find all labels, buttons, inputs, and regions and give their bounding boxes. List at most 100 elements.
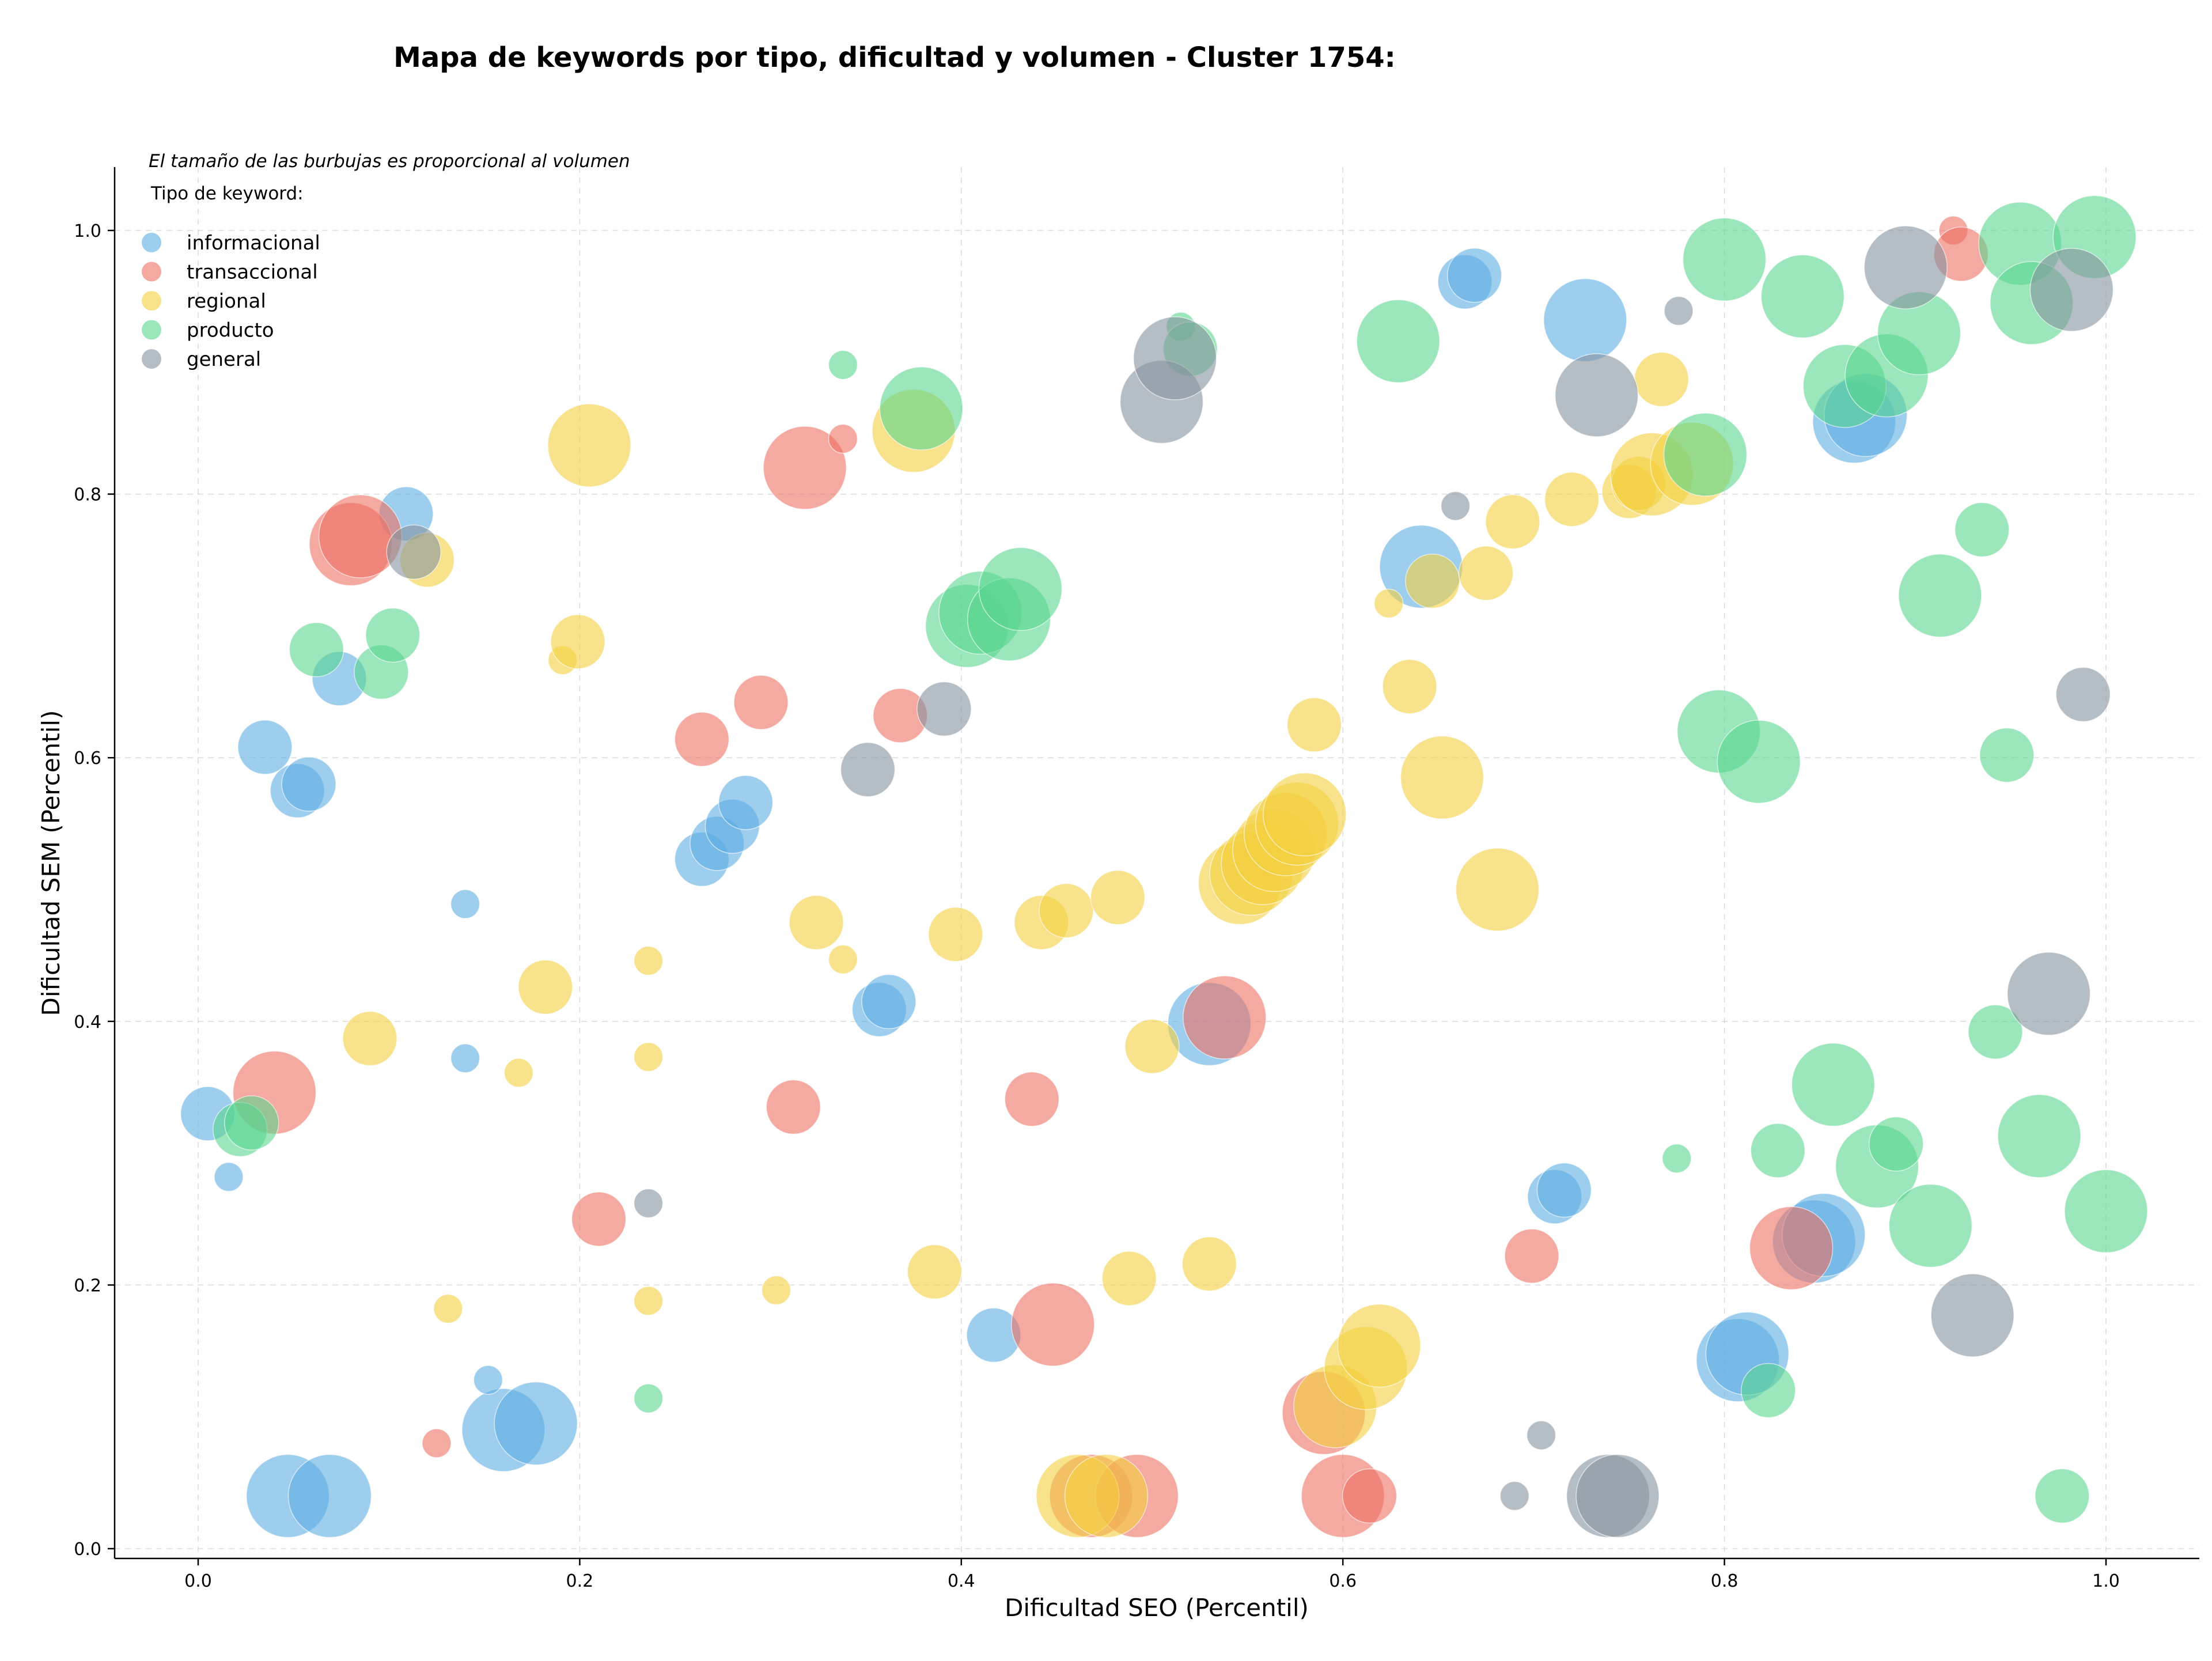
bubble-general-16	[2029, 248, 2114, 332]
bubble-producto-39	[2064, 1169, 2148, 1254]
x-tick-label-2: 0.4	[948, 1571, 975, 1591]
bubble-general-13	[1863, 225, 1948, 309]
bubble-informacional-8	[450, 889, 480, 919]
bubble-transaccional-4	[571, 1191, 627, 1247]
x-tick-label-4: 0.8	[1711, 1571, 1738, 1591]
bubble-producto-22	[1760, 254, 1845, 339]
bubble-producto-27	[1868, 1116, 1924, 1172]
bubble-producto-4	[365, 607, 421, 663]
bubble-regional-0	[342, 1011, 397, 1066]
bubble-regional-6	[550, 614, 605, 669]
y-axis-ticks: 0.0 0.2 0.4 0.6 0.8 1.0	[74, 221, 115, 1560]
bubble-transaccional-19	[1504, 1228, 1559, 1284]
bubble-producto-16	[1662, 1144, 1692, 1174]
bubble-producto-6	[828, 350, 858, 380]
bubble-regional-12	[789, 895, 844, 950]
bubble-transaccional-3	[422, 1428, 452, 1458]
legend-label-informacional: informacional	[187, 232, 320, 255]
x-tick-label-5: 1.0	[2092, 1571, 2120, 1591]
bubble-regional-10	[633, 1286, 664, 1316]
bubble-regional-4	[503, 1058, 534, 1088]
bubble-size-note: El tamaño de las burbujas es proporciona…	[149, 151, 630, 172]
bubble-regional-40	[1458, 546, 1514, 601]
bubble-producto-14	[1356, 299, 1440, 383]
bubble-producto-36	[1997, 1094, 2081, 1178]
bubble-informacional-24	[1446, 248, 1502, 303]
bubble-producto-20	[1741, 1363, 1796, 1418]
bubble-regional-42	[1485, 494, 1540, 550]
bubble-regional-3	[518, 959, 573, 1015]
bubble-producto-2	[289, 622, 344, 678]
bubble-general-3	[916, 681, 972, 737]
bubble-producto-23	[1791, 1042, 1876, 1127]
bubble-regional-9	[633, 1042, 664, 1072]
bubble-producto-15	[1663, 413, 1748, 497]
bubble-regional-32	[1286, 697, 1342, 752]
series-producto	[213, 195, 2148, 1524]
y-tick-label-4: 0.8	[74, 485, 101, 505]
bubble-regional-39	[1400, 735, 1484, 820]
legend-label-producto: producto	[187, 319, 274, 342]
legend-title: Tipo de keyword:	[150, 183, 304, 204]
legend-label-general: general	[187, 348, 261, 371]
bubble-producto-37	[2035, 1468, 2090, 1524]
bubble-regional-22	[1101, 1251, 1157, 1306]
y-tick-label-5: 1.0	[74, 221, 101, 241]
bubble-general-6	[1440, 491, 1471, 521]
legend-marker-producto	[142, 320, 161, 340]
bubble-regional-21	[1090, 869, 1146, 925]
bubble-regional-35	[1337, 1303, 1421, 1388]
bubble-regional-38	[1405, 553, 1460, 609]
y-tick-label-0: 0.0	[74, 1539, 101, 1560]
bubble-regional-31	[1263, 772, 1347, 857]
bubble-informacional-4	[473, 1365, 503, 1395]
bubble-transaccional-12	[1011, 1282, 1095, 1367]
y-axis-label: Dificultad SEM (Percentil)	[37, 710, 65, 1016]
bubble-general-17	[2055, 667, 2111, 722]
bubble-transaccional-8	[763, 426, 847, 510]
bubble-informacional-3	[494, 1381, 578, 1466]
legend-label-regional: regional	[187, 290, 266, 313]
bubble-producto-30	[1898, 554, 1982, 638]
bubble-producto-19	[1717, 720, 1801, 804]
legend-marker-informacional	[142, 233, 161, 252]
y-tick-label-2: 0.4	[74, 1012, 101, 1032]
grid-lines	[115, 167, 2199, 1558]
bubble-transaccional-11	[1004, 1072, 1060, 1127]
bubble-general-8	[1526, 1420, 1556, 1450]
bubble-regional-8	[633, 945, 664, 976]
bubble-general-15	[2006, 952, 2091, 1036]
series-regional	[342, 351, 1734, 1538]
legend-marker-transaccional	[142, 262, 161, 282]
bubble-transaccional-9	[828, 423, 858, 454]
bubble-general-5	[1132, 316, 1217, 400]
bubble-layer	[180, 195, 2148, 1538]
bubble-regional-43	[1544, 472, 1600, 527]
bubble-informacional-25	[1543, 278, 1627, 362]
bubble-producto-33	[1979, 727, 2035, 783]
x-tick-label-0: 0.0	[184, 1571, 212, 1591]
bubble-general-7	[1499, 1481, 1530, 1511]
bubble-regional-24	[1181, 1236, 1237, 1292]
chart-title: Mapa de keywords por tipo, dificultad y …	[393, 41, 1396, 74]
bubble-regional-7	[547, 403, 631, 487]
bubble-transaccional-2	[318, 494, 403, 578]
x-tick-label-1: 0.2	[566, 1571, 594, 1591]
y-tick-label-1: 0.2	[74, 1276, 101, 1296]
x-tick-label-3: 0.6	[1329, 1571, 1357, 1591]
bubble-producto-18	[1682, 217, 1767, 302]
bubble-transaccional-18	[1342, 1468, 1397, 1524]
bubble-regional-23	[1124, 1019, 1180, 1074]
bubble-informacional-27	[1536, 1162, 1592, 1218]
legend-marker-regional	[142, 291, 161, 311]
x-axis-ticks: 0.0 0.2 0.4 0.6 0.8 1.0	[184, 1558, 2120, 1591]
x-axis-label: Dificultad SEO (Percentil)	[1005, 1594, 1309, 1622]
bubble-transaccional-15	[1183, 975, 1267, 1060]
bubble-regional-16	[907, 1244, 963, 1300]
bubble-informacional-17	[718, 775, 774, 830]
legend-label-transaccional: transaccional	[187, 261, 318, 284]
bubble-regional-37	[1382, 659, 1437, 714]
bubble-regional-15	[928, 907, 983, 962]
legend: Tipo de keyword: informacional transaccio…	[142, 183, 320, 371]
